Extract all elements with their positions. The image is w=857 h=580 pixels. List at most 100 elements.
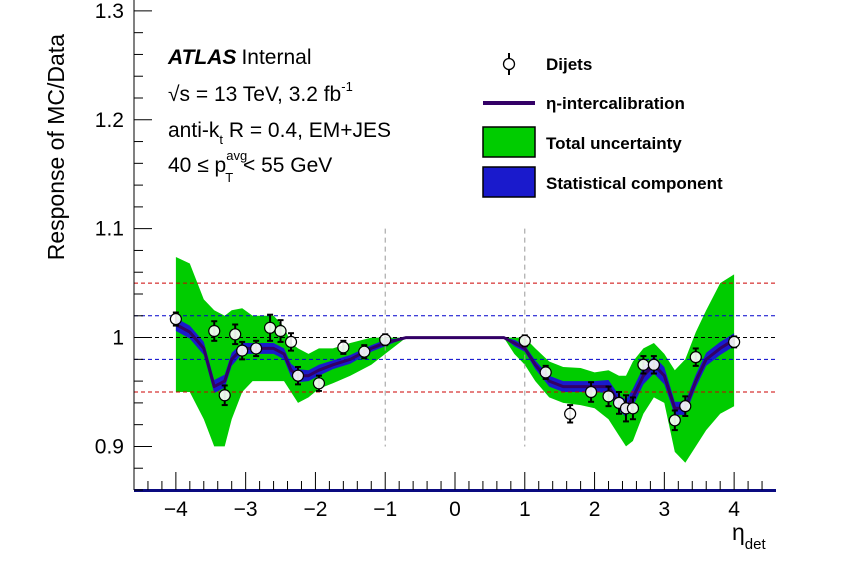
dijet-points <box>169 311 741 432</box>
dijet-point <box>218 384 231 407</box>
x-tick-label: 1 <box>519 498 531 521</box>
legend: Dijets η-intercalibration Total uncertai… <box>482 53 723 198</box>
dijet-marker <box>236 344 249 357</box>
x-tick-label: 3 <box>659 498 671 521</box>
dijet-marker <box>284 335 298 349</box>
atlas-label: ATLAS Internal <box>167 46 311 69</box>
energy-lumi-label: √s = 13 TeV, 3.2 fb-1 <box>168 79 353 106</box>
dijet-marker <box>274 324 287 338</box>
pt-sub: T <box>225 170 233 185</box>
x-tick-label: −3 <box>234 498 258 521</box>
legend-stat-label: Statistical component <box>546 174 723 193</box>
dijet-marker <box>539 366 552 379</box>
dijet-point <box>602 385 615 408</box>
dijet-marker <box>602 390 615 403</box>
dijet-marker <box>337 341 350 354</box>
dijet-marker <box>728 335 741 349</box>
dijet-marker <box>291 369 305 382</box>
x-tick-label: −2 <box>303 498 327 521</box>
x-axis-title: ηdet <box>732 519 766 553</box>
legend-dijets-label: Dijets <box>546 55 592 74</box>
jet-algorithm-label: anti-kt R = 0.4, EM+JES <box>168 119 391 147</box>
energy-lumi-text: √s = 13 TeV, 3.2 fb <box>168 83 341 106</box>
dijet-marker <box>379 333 392 346</box>
dijet-point <box>312 374 326 392</box>
dijet-marker <box>647 358 660 371</box>
x-tick-label: −4 <box>164 498 188 521</box>
annotations: ATLAS Internal √s = 13 TeV, 3.2 fb-1 anti… <box>167 46 391 185</box>
legend-item-dijets: Dijets <box>502 53 592 75</box>
dijet-marker <box>584 385 598 399</box>
dijet-marker <box>518 334 531 347</box>
y-tick-label: 1.3 <box>95 0 124 23</box>
x-axis-title-main: η <box>732 519 745 545</box>
dijet-point <box>647 355 660 375</box>
legend-dijets-marker <box>502 57 516 71</box>
pt-text-a: 40 ≤ p <box>168 154 226 177</box>
legend-total-swatch <box>482 126 536 158</box>
x-tick-label: −1 <box>373 498 397 521</box>
dijet-point <box>236 340 249 361</box>
legend-total-label: Total uncertainty <box>546 134 682 153</box>
dijet-point <box>637 355 650 375</box>
dijet-marker <box>208 324 221 338</box>
dijet-marker <box>169 312 182 326</box>
y-tick-label: 1.1 <box>95 218 124 241</box>
dijet-point <box>689 347 702 367</box>
dijet-point <box>668 409 681 432</box>
lumi-sup: -1 <box>341 79 353 94</box>
dijet-point <box>518 334 531 348</box>
dijet-marker <box>679 400 692 413</box>
dijet-point <box>379 333 392 347</box>
x-axis-title-sub: det <box>745 536 767 553</box>
atlas-word: ATLAS <box>167 46 236 69</box>
dijet-marker <box>689 351 702 364</box>
dijet-marker <box>250 342 263 355</box>
dijet-marker <box>626 402 640 415</box>
dijet-point <box>284 332 298 352</box>
dijet-marker <box>312 377 326 390</box>
dijet-point <box>274 319 287 343</box>
legend-item-statistical: Statistical component <box>482 166 723 198</box>
dijet-point <box>584 381 598 403</box>
axis-ticks: 0.9 1 1.1 1.2 1.3 −4 −3 −2 −1 0 1 2 3 4 <box>95 0 763 521</box>
y-axis-title: Response of MC/Data <box>43 34 69 260</box>
dijet-point <box>337 339 350 355</box>
x-tick-label: 4 <box>728 498 740 521</box>
pt-range-label: 40 ≤ pavg T < 55 GeV <box>168 148 332 185</box>
legend-stat-swatch <box>482 166 536 198</box>
dijet-point <box>679 395 692 417</box>
dijet-point <box>358 344 371 360</box>
legend-item-total-uncertainty: Total uncertainty <box>482 126 682 158</box>
dijet-point <box>564 404 577 424</box>
dijet-marker <box>229 328 242 341</box>
dijet-point <box>626 396 640 421</box>
dijet-marker <box>218 389 231 402</box>
dijet-marker <box>358 345 371 358</box>
x-tick-label: 2 <box>589 498 601 521</box>
internal-word: Internal <box>241 46 311 69</box>
jet-algo-sub: t <box>219 132 223 147</box>
pt-text-b: < 55 GeV <box>237 154 332 177</box>
dijet-point <box>250 339 263 358</box>
y-tick-label: 1 <box>112 327 124 350</box>
jet-algo-text-a: anti-k <box>168 119 220 142</box>
x-tick-label: 0 <box>449 498 461 521</box>
dijet-point <box>539 364 552 380</box>
legend-item-intercalibration: η-intercalibration <box>483 94 685 113</box>
pt-sup: avg <box>226 148 247 163</box>
dijet-point <box>263 313 277 342</box>
jet-algo-text-b: R = 0.4, EM+JES <box>223 119 391 142</box>
dijet-marker <box>263 321 277 334</box>
dijet-marker <box>637 358 650 371</box>
dijet-point <box>229 323 242 346</box>
dijet-point <box>728 335 741 349</box>
dijet-point <box>169 311 182 327</box>
dijet-marker <box>564 407 577 420</box>
dijet-point <box>291 365 305 386</box>
y-tick-label: 0.9 <box>95 435 124 458</box>
dijet-marker <box>668 414 681 427</box>
legend-intercalibration-label: η-intercalibration <box>546 94 685 113</box>
y-tick-label: 1.2 <box>95 109 124 132</box>
